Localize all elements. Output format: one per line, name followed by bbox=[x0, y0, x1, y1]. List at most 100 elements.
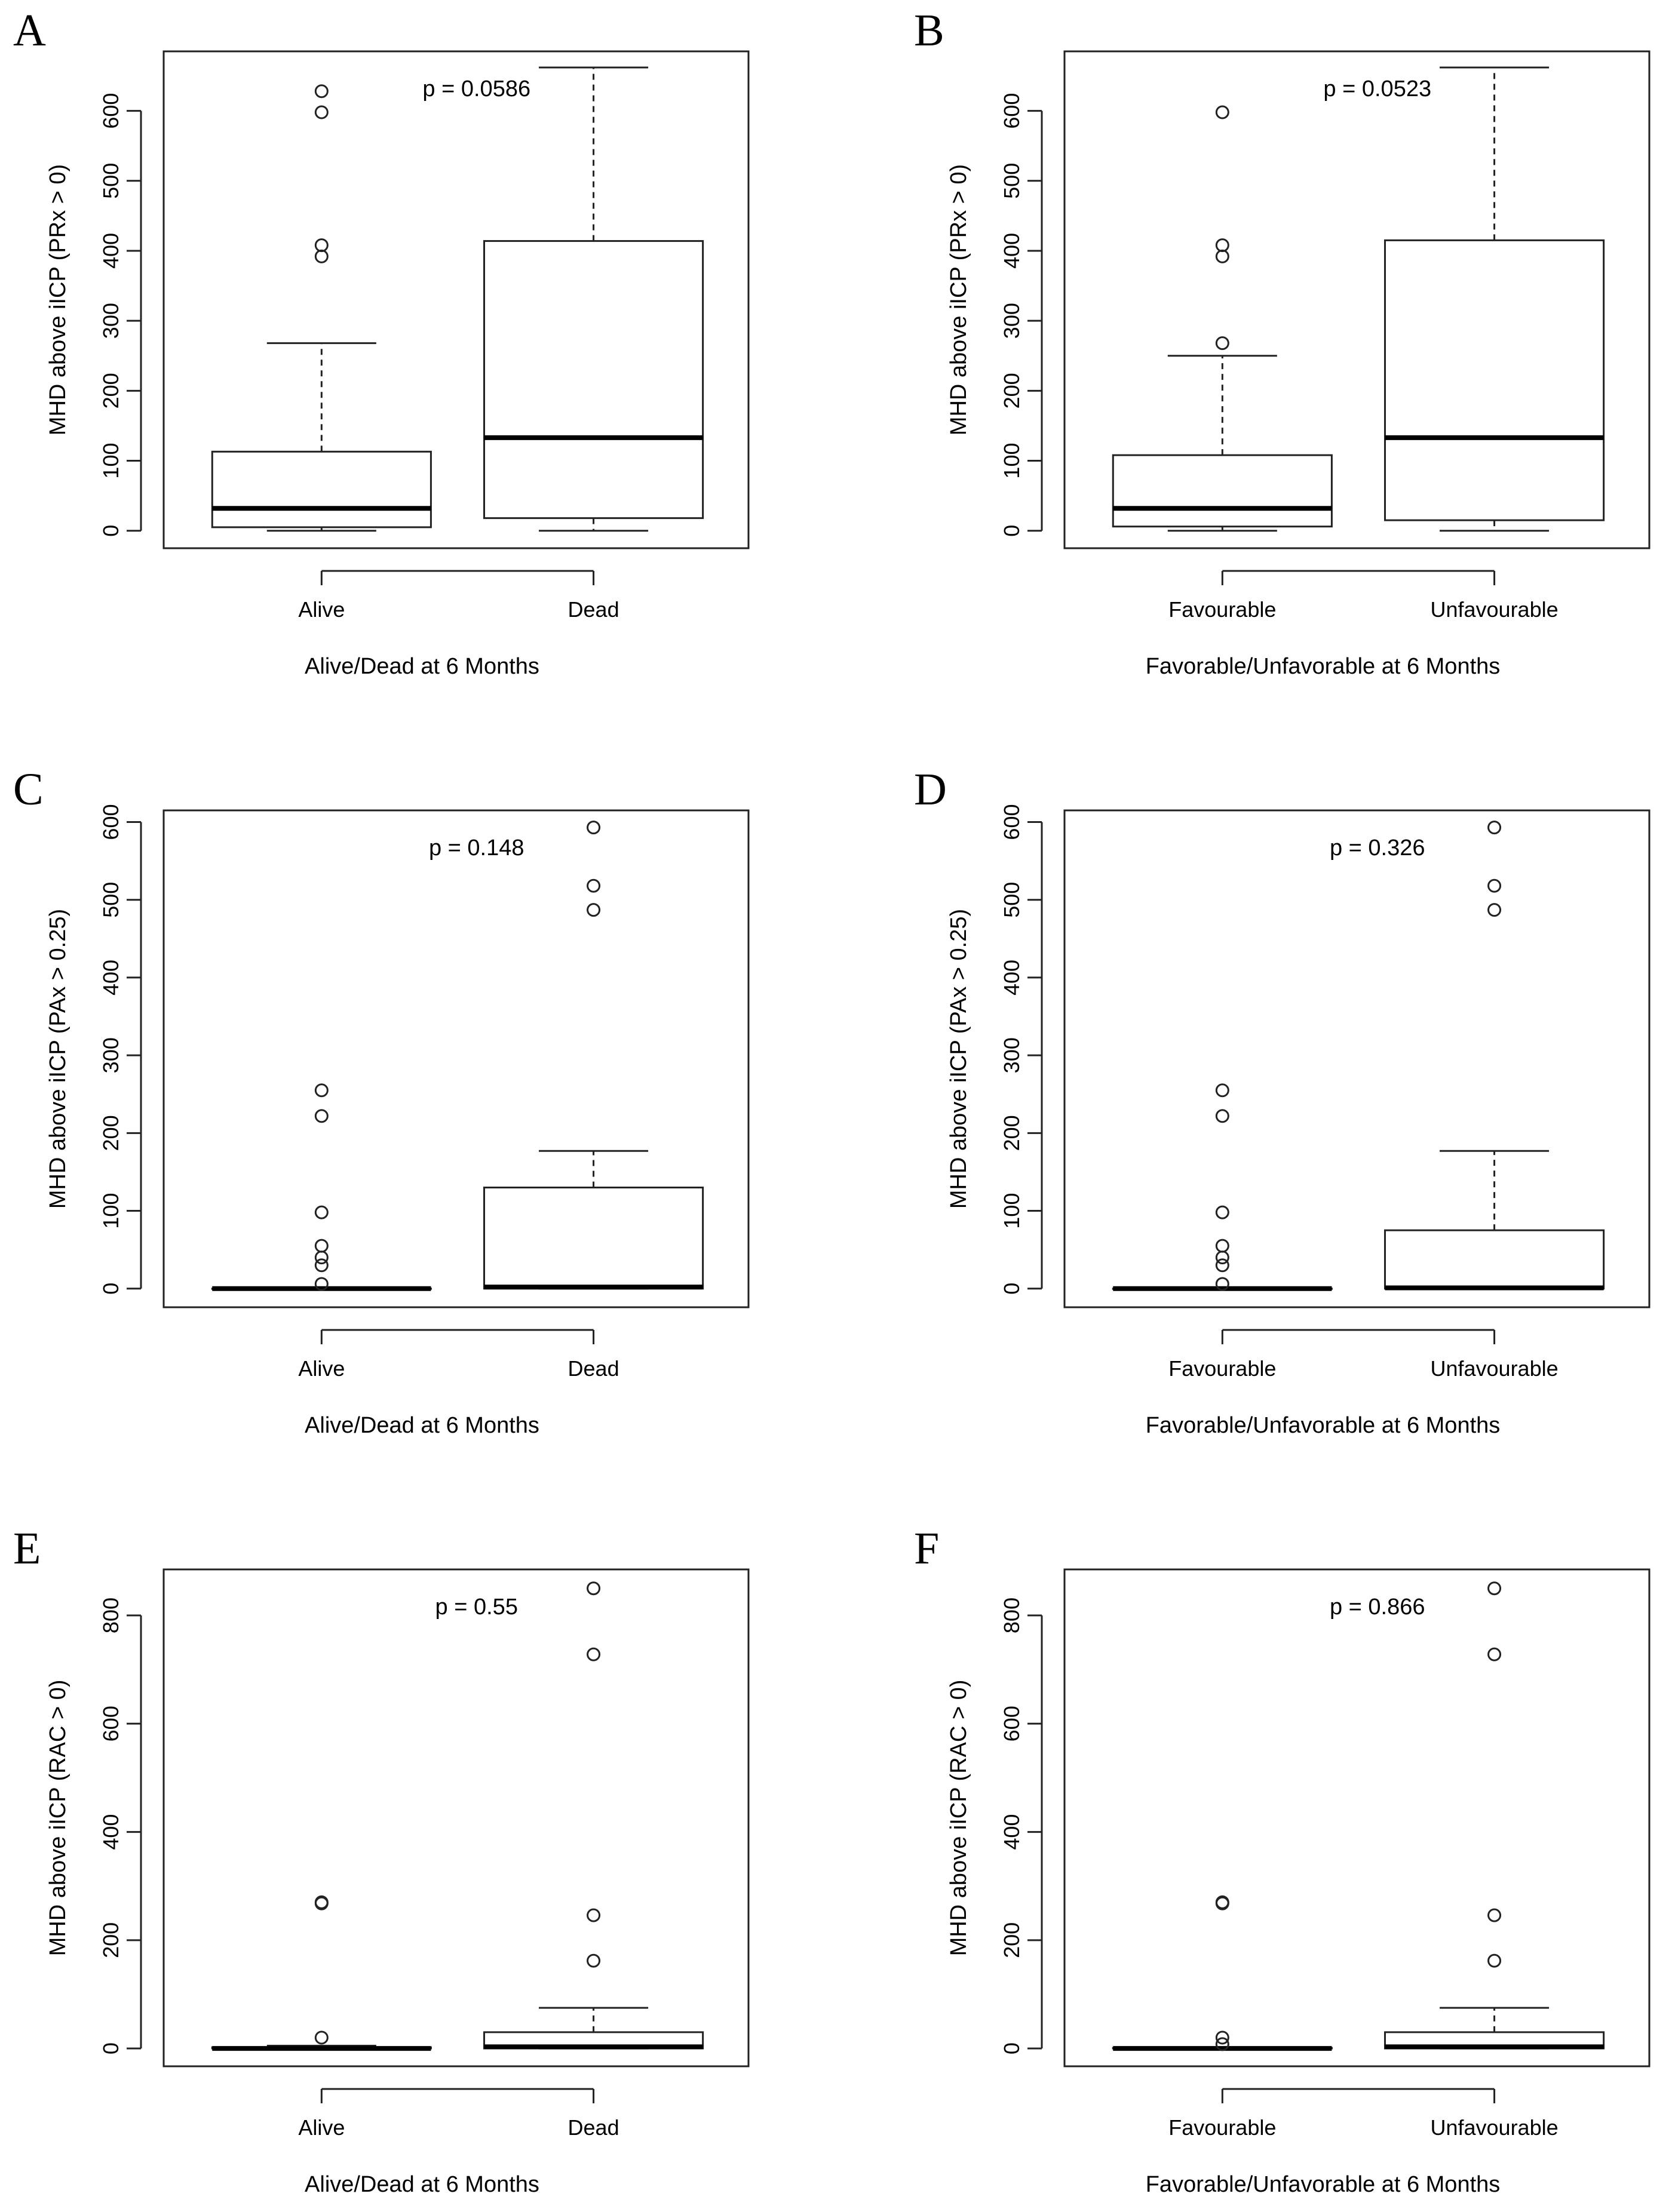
y-axis-title: MHD above iICP (RAC > 0) bbox=[45, 1680, 70, 1956]
y-tick-label: 0 bbox=[99, 2042, 123, 2054]
panel-c: C 0 100 200 300 400 500 600 Alive Dead Alive/Dead … bbox=[13, 764, 750, 1438]
outlier-point bbox=[1215, 2030, 1229, 2045]
y-tick-label: 400 bbox=[999, 960, 1024, 996]
outlier-point bbox=[314, 1083, 329, 1098]
y-tick-label: 200 bbox=[999, 373, 1024, 408]
outlier-point bbox=[1487, 1581, 1502, 1596]
outlier-point bbox=[314, 1251, 329, 1265]
box-unfavourable bbox=[1383, 821, 1605, 1291]
outlier-point bbox=[314, 1109, 329, 1123]
panel-a: A 0 100 200 300 400 500 600 Alive Dead Alive/Dead … bbox=[13, 5, 750, 679]
y-tick-label: 200 bbox=[99, 1922, 123, 1958]
p-value-annotation: p = 0.0523 bbox=[1323, 76, 1431, 102]
outlier-point bbox=[1215, 2037, 1229, 2051]
box-alive bbox=[211, 1083, 432, 1291]
x-tick-label: Favourable bbox=[1168, 1356, 1276, 1381]
outlier-point bbox=[314, 238, 329, 253]
panel-letter: B bbox=[914, 5, 944, 56]
x-tick-label: Alive bbox=[298, 597, 345, 622]
p-value-annotation: p = 0.866 bbox=[1330, 1595, 1425, 1620]
outlier-point bbox=[1487, 1647, 1502, 1661]
y-tick-label: 400 bbox=[999, 233, 1024, 269]
y-tick-label: 300 bbox=[999, 1037, 1024, 1073]
x-axis-title: Favorable/Unfavorable at 6 Months bbox=[1146, 654, 1501, 679]
y-tick-label: 500 bbox=[99, 882, 123, 918]
x-tick-label: Unfavourable bbox=[1430, 597, 1558, 622]
box-unfavourable bbox=[1383, 1581, 1605, 2050]
y-tick-label: 300 bbox=[99, 1037, 123, 1073]
y-axis-title: MHD above iICP (PAx > 0.25) bbox=[45, 909, 70, 1209]
y-tick-label: 600 bbox=[999, 1706, 1024, 1741]
plot-frame bbox=[162, 50, 750, 549]
outlier-point bbox=[1215, 1277, 1229, 1291]
panel-letter: A bbox=[13, 5, 46, 56]
y-axis-title: MHD above iICP (PRx > 0) bbox=[946, 164, 971, 435]
box-alive bbox=[211, 84, 432, 532]
outlier-point bbox=[587, 878, 601, 893]
y-tick-label: 600 bbox=[99, 1706, 123, 1741]
x-tick-label: Dead bbox=[568, 2115, 619, 2140]
y-tick-label: 100 bbox=[999, 443, 1024, 478]
y-tick-label: 200 bbox=[999, 1922, 1024, 1958]
y-tick-label: 800 bbox=[99, 1597, 123, 1633]
y-tick-label: 500 bbox=[99, 163, 123, 199]
panel-letter: D bbox=[914, 764, 947, 815]
box-favourable bbox=[1112, 1895, 1333, 2051]
x-axis-title: Favorable/Unfavorable at 6 Months bbox=[1146, 1413, 1501, 1438]
iqr-box bbox=[211, 450, 432, 529]
outlier-point bbox=[1487, 878, 1502, 893]
plot-frame bbox=[1063, 1568, 1651, 2067]
outlier-point bbox=[587, 821, 601, 835]
outlier-point bbox=[314, 249, 329, 263]
outlier-point bbox=[314, 105, 329, 119]
x-axis-title: Favorable/Unfavorable at 6 Months bbox=[1146, 2172, 1501, 2197]
x-tick-label: Dead bbox=[568, 597, 619, 622]
outlier-point bbox=[587, 1908, 601, 1922]
y-tick-label: 400 bbox=[99, 1814, 123, 1850]
panel-e: E 0 200 400 600 800 Alive Dead Alive/Dead at 6 M… bbox=[13, 1523, 750, 2197]
y-tick-label: 500 bbox=[999, 882, 1024, 918]
outlier-point bbox=[1215, 1895, 1229, 1909]
box-favourable bbox=[1112, 1083, 1333, 1291]
y-tick-label: 400 bbox=[999, 1814, 1024, 1850]
outlier-point bbox=[587, 903, 601, 917]
box-dead bbox=[483, 66, 704, 532]
iqr-box bbox=[483, 240, 704, 520]
plot-frame bbox=[1063, 809, 1651, 1308]
y-tick-label: 600 bbox=[99, 804, 123, 840]
p-value-annotation: p = 0.148 bbox=[429, 835, 524, 861]
y-tick-label: 0 bbox=[99, 525, 123, 537]
y-tick-label: 200 bbox=[99, 1115, 123, 1151]
outlier-point bbox=[1487, 903, 1502, 917]
y-tick-label: 100 bbox=[99, 1193, 123, 1229]
box-alive bbox=[211, 1895, 432, 2051]
outlier-point bbox=[1487, 821, 1502, 835]
x-axis-title: Alive/Dead at 6 Months bbox=[305, 654, 539, 679]
panel-b: B 0 100 200 300 400 500 600 Favourable Unfavourab… bbox=[914, 5, 1651, 679]
outlier-point bbox=[314, 1205, 329, 1219]
outlier-point bbox=[1215, 1205, 1229, 1219]
p-value-annotation: p = 0.326 bbox=[1330, 835, 1425, 861]
y-tick-label: 600 bbox=[999, 93, 1024, 129]
y-tick-label: 0 bbox=[99, 1283, 123, 1295]
outlier-point bbox=[314, 1895, 329, 1909]
panel-letter: E bbox=[13, 1523, 41, 1574]
plot-frame bbox=[162, 809, 750, 1308]
outlier-point bbox=[1215, 1251, 1229, 1265]
outlier-point bbox=[1215, 336, 1229, 351]
iqr-box bbox=[1383, 1229, 1605, 1290]
outlier-point bbox=[314, 2030, 329, 2045]
y-tick-label: 800 bbox=[999, 1597, 1024, 1633]
y-tick-label: 100 bbox=[99, 443, 123, 478]
y-tick-label: 0 bbox=[999, 1283, 1024, 1295]
panel-letter: F bbox=[914, 1523, 939, 1574]
y-tick-label: 200 bbox=[99, 373, 123, 408]
y-tick-label: 200 bbox=[999, 1115, 1024, 1151]
y-tick-label: 100 bbox=[999, 1193, 1024, 1229]
outlier-point bbox=[314, 1239, 329, 1253]
y-tick-label: 600 bbox=[999, 804, 1024, 840]
outlier-point bbox=[587, 1647, 601, 1661]
x-axis-title: Alive/Dead at 6 Months bbox=[305, 2172, 539, 2197]
x-tick-label: Dead bbox=[568, 1356, 619, 1381]
